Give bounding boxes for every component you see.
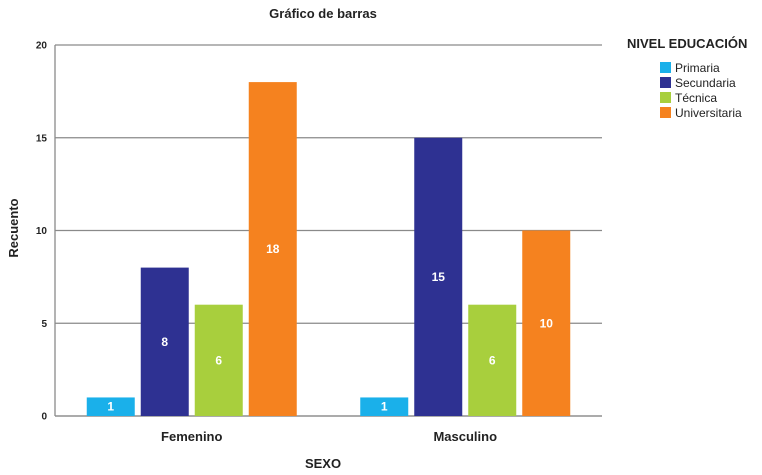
bar-primaria-femenino	[86, 397, 135, 416]
bar-tecnica-femenino	[194, 304, 243, 416]
data-label: 18	[266, 242, 280, 256]
ticks-layer: 0 5 10 15 20 Femenino Masculino	[36, 41, 497, 445]
data-label: 6	[215, 353, 222, 367]
legend-title: NIVEL EDUCACIÓN	[627, 36, 747, 51]
y-tick-label: 15	[36, 133, 48, 144]
x-tick-label: Femenino	[161, 429, 222, 444]
y-axis-title: Recuento	[6, 198, 21, 257]
bar-secundaria-femenino	[140, 267, 189, 416]
legend-swatch	[660, 62, 671, 73]
legend-swatch	[660, 107, 671, 118]
bar-secundaria-masculino	[414, 137, 463, 416]
grid-layer	[54, 44, 602, 417]
x-tick-label: Masculino	[433, 429, 497, 444]
bar-primaria-masculino	[360, 397, 409, 416]
bar-universitaria-masculino	[522, 230, 571, 416]
data-label: 15	[432, 270, 446, 284]
y-tick-label: 10	[36, 226, 48, 237]
y-tick-label: 5	[41, 319, 47, 330]
legend-swatch	[660, 77, 671, 88]
data-label: 6	[489, 353, 496, 367]
legend-label: Técnica	[675, 91, 717, 105]
x-axis-title: SEXO	[305, 456, 341, 471]
data-label: 8	[161, 335, 168, 349]
bar-universitaria-femenino	[248, 82, 297, 416]
data-label: 1	[381, 400, 388, 414]
y-tick-label: 0	[41, 412, 47, 423]
legend-swatch	[660, 92, 671, 103]
legend-label: Secundaria	[675, 76, 736, 90]
data-label: 10	[540, 316, 554, 330]
data-label: 1	[107, 400, 114, 414]
legend-label: Primaria	[675, 61, 720, 75]
bar-tecnica-masculino	[468, 304, 517, 416]
legend-label: Universitaria	[675, 106, 742, 120]
chart-title: Gráfico de barras	[269, 6, 377, 21]
y-tick-label: 20	[36, 41, 48, 52]
